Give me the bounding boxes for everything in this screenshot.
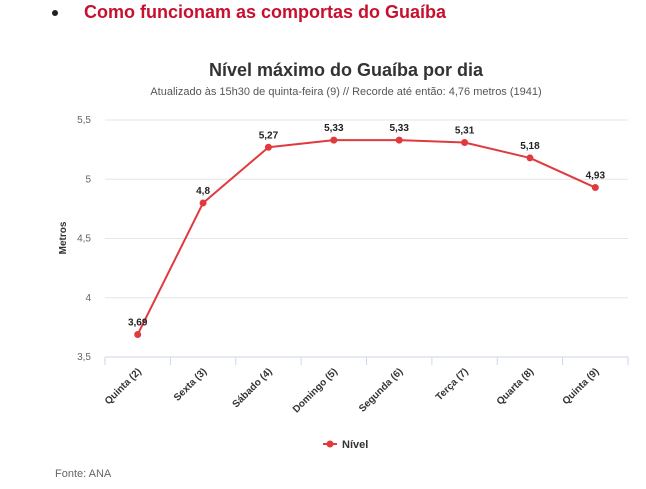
x-tick-label: Segunda (6) [357,366,405,414]
data-label: 5,33 [389,123,409,134]
data-point[interactable] [526,154,534,162]
data-point[interactable] [591,184,599,192]
data-label: 5,18 [520,141,540,152]
chart-title: Nível máximo do Guaíba por dia [209,60,484,80]
y-tick-label: 4 [85,293,91,304]
x-tick-label: Quinta (9) [561,366,602,407]
data-point[interactable] [395,136,403,144]
data-label: 5,27 [259,130,279,141]
comportas-link[interactable]: Como funcionam as comportas do Guaíba [84,1,447,22]
data-point[interactable] [461,139,469,147]
legend-marker-icon [326,440,334,448]
x-tick-label: Sexta (3) [172,366,209,403]
x-tick-label: Quinta (2) [103,366,144,407]
chart-subtitle: Atualizado às 15h30 de quinta-feira (9) … [150,86,541,98]
data-point[interactable] [264,143,272,151]
data-label: 5,31 [455,126,475,137]
data-label: 4,93 [586,171,606,182]
data-label: 4,8 [196,186,210,197]
x-tick-label: Sábado (4) [231,366,275,410]
source-note: Fonte: ANA [55,468,112,480]
data-label: 5,33 [324,123,344,134]
data-label: 3,69 [128,317,148,328]
data-point[interactable] [199,199,207,207]
x-tick-label: Quarta (8) [495,366,536,407]
data-point[interactable] [134,330,142,338]
line-chart: Nível máximo do Guaíba por dia Atualizad… [58,60,629,451]
x-tick-label: Domingo (5) [291,366,340,415]
bullet-icon [52,10,58,16]
legend[interactable]: Nível [323,439,368,451]
data-point[interactable] [330,136,338,144]
bullet-item: Como funcionam as comportas do Guaíba [52,0,446,24]
y-tick-label: 5 [85,174,91,185]
series-line [136,139,596,335]
legend-label: Nível [342,439,368,451]
y-tick-label: 5,5 [77,115,91,126]
x-tick-label: Terça (7) [434,366,471,403]
y-tick-label: 4,5 [77,234,91,245]
y-axis-label: Metros [58,221,69,254]
y-tick-label: 3,5 [77,352,91,363]
